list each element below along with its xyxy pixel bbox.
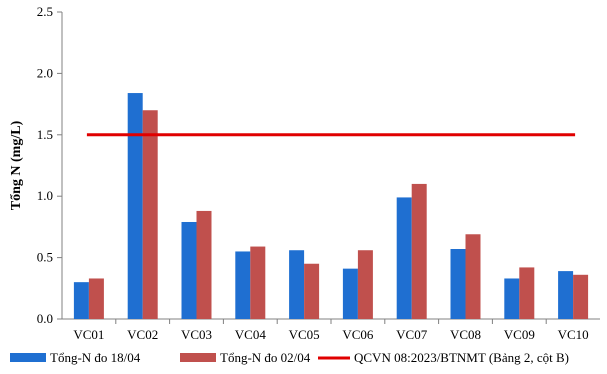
bar-series1-vc09 [504,278,520,319]
bar-series1-vc02 [127,93,143,319]
legend-label-series1: Tổng-N đo 18/04 [50,350,141,365]
x-tick-label: VC02 [127,327,158,342]
bar-series2-vc02 [142,110,158,320]
y-tick-label: 2.5 [37,4,53,19]
y-tick-label: 0.0 [37,311,53,326]
bar-series2-vc04 [250,246,266,319]
bar-series1-vc05 [289,250,305,319]
y-axis-label: Tổng N (mg/L) [9,120,24,210]
legend-swatch-series2 [180,353,216,362]
legend-label-reference: QCVN 08:2023/BTNMT (Bảng 2, cột B) [354,350,569,365]
x-tick-label: VC06 [342,327,374,342]
y-tick-label: 0.5 [37,250,53,265]
bar-series1-vc04 [235,251,251,319]
bar-series2-vc05 [304,263,320,319]
bar-series1-vc07 [396,197,412,319]
bar-series2-vc01 [88,278,104,319]
legend-swatch-series1 [10,353,46,362]
x-tick-label: VC04 [235,327,267,342]
bar-series2-vc10 [573,274,589,319]
bar-series2-vc08 [465,234,481,319]
bar-series1-vc06 [342,268,358,319]
x-tick-label: VC10 [558,327,589,342]
bar-series1-vc10 [558,271,574,319]
bar-series1-vc03 [181,221,197,319]
x-tick-label: VC03 [181,327,212,342]
x-tick-label: VC09 [504,327,535,342]
y-tick-label: 2.0 [37,65,53,80]
bar-series1-vc01 [73,282,89,319]
bar-series2-vc07 [411,183,427,319]
bar-series1-vc08 [450,249,466,319]
bar-series2-vc03 [196,210,212,319]
bar-series2-vc09 [519,267,535,319]
x-tick-label: VC07 [396,327,428,342]
legend: Tổng-N đo 18/04 Tổng-N đo 02/04 QCVN 08:20… [10,350,569,365]
x-tick-label: VC01 [73,327,104,342]
plot-area: 0.0 0.5 1.0 1.5 2.0 2.5 VC01 VC02 VC03 VC04 VC05 VC… [37,4,600,342]
x-tick-label: VC05 [289,327,320,342]
x-tick-label: VC08 [450,327,481,342]
y-tick-label: 1.0 [37,188,53,203]
legend-label-series2: Tổng-N đo 02/04 [220,350,311,365]
y-tick-label: 1.5 [37,127,53,142]
bar-series2-vc06 [357,250,373,319]
